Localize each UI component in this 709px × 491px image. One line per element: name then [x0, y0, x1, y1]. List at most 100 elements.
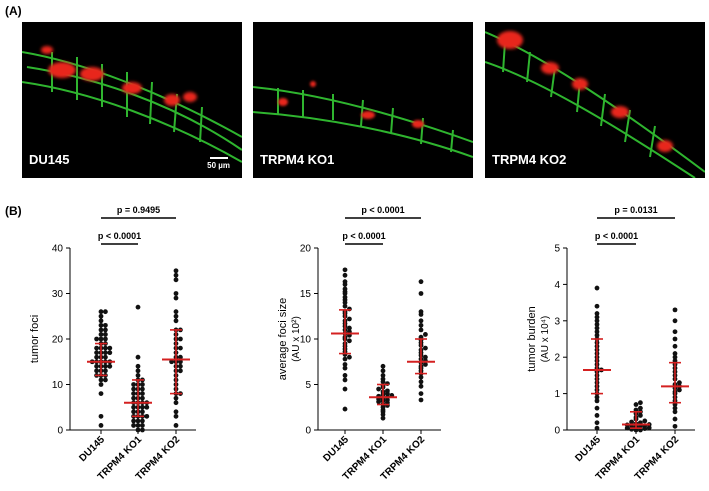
- micrograph-ko1-image: [253, 81, 473, 158]
- p-value-label: p = 0.9495: [117, 205, 160, 215]
- data-point: [423, 362, 428, 367]
- data-point: [98, 322, 104, 328]
- data-point: [173, 291, 179, 296]
- data-point: [418, 309, 424, 315]
- data-point: [418, 397, 424, 403]
- data-point: [144, 413, 150, 419]
- data-point: [178, 359, 183, 365]
- data-point: [594, 405, 600, 411]
- micrograph-du145: DU145 50 µm: [22, 22, 242, 178]
- data-point: [94, 345, 99, 351]
- data-point: [140, 395, 145, 401]
- data-point: [103, 354, 108, 360]
- data-point: [173, 272, 179, 278]
- panel-a-label: (A): [5, 4, 22, 18]
- data-point: [140, 409, 145, 415]
- data-point: [423, 332, 428, 337]
- data-point: [94, 368, 99, 374]
- data-point: [672, 351, 678, 356]
- y-tick-label: 10: [52, 380, 64, 391]
- y-tick-label: 10: [300, 335, 312, 346]
- data-point: [94, 350, 99, 356]
- y-axis-label-units: (AU x 10⁴): [540, 316, 551, 363]
- data-point: [594, 325, 600, 331]
- data-point: [629, 419, 634, 425]
- y-tick-label: 1: [554, 389, 560, 400]
- data-point: [98, 391, 104, 396]
- data-point: [103, 327, 108, 333]
- data-point: [347, 338, 352, 344]
- data-point: [135, 304, 141, 310]
- data-point: [98, 332, 104, 337]
- y-tick-label: 3: [554, 316, 560, 327]
- y-tick-label: 5: [305, 380, 311, 391]
- data-point: [380, 415, 386, 421]
- data-point: [103, 377, 108, 383]
- data-point: [672, 354, 678, 360]
- data-point: [418, 391, 424, 396]
- data-point: [173, 409, 179, 415]
- data-point: [140, 423, 145, 428]
- scale-bar: [210, 157, 228, 159]
- data-point: [342, 356, 348, 362]
- data-point: [342, 365, 348, 371]
- data-point: [342, 303, 348, 309]
- data-point: [135, 423, 141, 428]
- data-point: [178, 345, 183, 351]
- data-point: [94, 363, 99, 369]
- data-point: [380, 373, 386, 378]
- data-point: [98, 377, 104, 383]
- y-tick-label: 30: [52, 289, 64, 300]
- data-point: [672, 416, 678, 422]
- data-point: [677, 387, 682, 393]
- data-point: [672, 423, 678, 429]
- data-point: [423, 345, 428, 351]
- data-point: [418, 374, 424, 380]
- data-point: [140, 382, 145, 387]
- data-point: [178, 336, 183, 342]
- data-point: [103, 363, 108, 369]
- data-point: [107, 363, 113, 369]
- data-point: [169, 359, 175, 365]
- data-point: [418, 318, 424, 324]
- data-point: [173, 313, 179, 319]
- data-point: [135, 418, 141, 424]
- data-point: [103, 332, 108, 337]
- data-point: [131, 404, 137, 410]
- data-point: [342, 386, 348, 392]
- data-point: [103, 350, 108, 356]
- data-point: [342, 279, 348, 285]
- scale-bar-label: 50 µm: [207, 161, 230, 170]
- data-point: [173, 400, 179, 406]
- data-point: [103, 368, 108, 374]
- data-point: [173, 277, 179, 283]
- data-point: [94, 336, 99, 342]
- data-point: [342, 272, 348, 278]
- data-point: [594, 420, 600, 426]
- y-tick-label: 0: [554, 426, 560, 437]
- data-point: [672, 409, 678, 415]
- data-point: [342, 286, 348, 292]
- data-point: [98, 327, 104, 333]
- micrograph-ko2-image: [485, 31, 705, 178]
- x-tick-label: DU145: [573, 434, 603, 464]
- data-point: [672, 318, 678, 324]
- data-point: [594, 285, 600, 291]
- data-point: [594, 394, 600, 400]
- data-point: [594, 318, 600, 324]
- data-point: [173, 295, 179, 301]
- data-point: [173, 395, 179, 401]
- data-point: [173, 413, 179, 419]
- data-point: [98, 309, 104, 315]
- data-point: [103, 309, 108, 315]
- data-point: [173, 318, 179, 324]
- data-point: [178, 354, 183, 360]
- y-tick-label: 5: [554, 244, 560, 255]
- micrograph-label: DU145: [29, 152, 70, 167]
- data-point: [642, 418, 648, 424]
- data-point: [98, 318, 104, 324]
- data-point: [677, 380, 682, 386]
- y-axis-label: tumor foci: [29, 315, 41, 363]
- data-point: [144, 404, 150, 410]
- data-point: [140, 404, 145, 410]
